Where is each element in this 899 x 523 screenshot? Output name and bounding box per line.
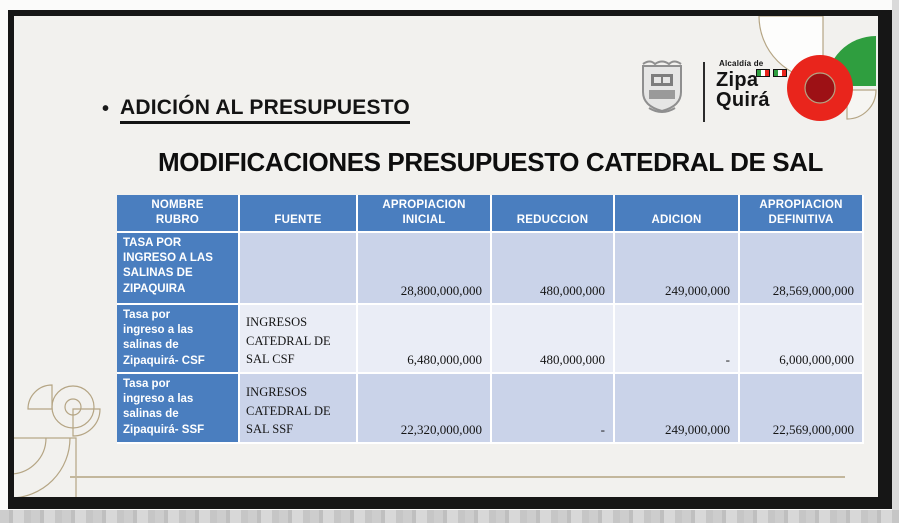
- city-crest-icon: [642, 60, 682, 113]
- column-header-reduccion: REDUCCION: [492, 195, 615, 233]
- logo-name-line1: Zipa: [716, 69, 759, 91]
- flag-icon: [756, 69, 787, 77]
- column-header-apropiacion-inicial: APROPIACION INICIAL: [358, 195, 492, 233]
- apropiacion-inicial-cell: 6,480,000,000: [358, 305, 492, 374]
- alcaldia-label: Alcaldía de: [719, 59, 764, 68]
- apropiacion-definitiva-cell: 28,569,000,000: [740, 233, 864, 305]
- adicion-cell: -: [615, 305, 740, 374]
- bullet-point: •: [102, 98, 110, 120]
- logo-divider: [703, 62, 705, 122]
- background-right-strip: [892, 0, 899, 523]
- slide-frame: • ADICIÓN AL PRESUPUESTO MODIFICACIONES …: [8, 10, 892, 509]
- column-header-apropiacion-definitiva: APROPIACION DEFINITIVA: [740, 195, 864, 233]
- row-name-cell: Tasa por ingreso a las salinas de Zipaqu…: [117, 374, 240, 444]
- reduccion-cell: 480,000,000: [492, 305, 615, 374]
- apropiacion-definitiva-cell: 22,569,000,000: [740, 374, 864, 444]
- reduccion-cell: 480,000,000: [492, 233, 615, 305]
- column-header-nombre-rubro: NOMBRE RUBRO: [117, 195, 240, 233]
- footer-divider-line: [70, 476, 845, 478]
- budget-table: NOMBRE RUBRO FUENTE APROPIACION INICIAL RE…: [117, 195, 864, 444]
- column-header-adicion: ADICION: [615, 195, 740, 233]
- row-name-cell: Tasa por ingreso a las salinas de Zipaqu…: [117, 305, 240, 374]
- apropiacion-inicial-cell: 22,320,000,000: [358, 374, 492, 444]
- corner-ornament-bottom-left-icon: [14, 384, 101, 497]
- adicion-cell: 249,000,000: [615, 233, 740, 305]
- table-title: MODIFICACIONES PRESUPUESTO CATEDRAL DE S…: [157, 147, 824, 177]
- background-bottom-strip: [0, 510, 899, 523]
- reduccion-cell: -: [492, 374, 615, 444]
- apropiacion-definitiva-cell: 6,000,000,000: [740, 305, 864, 374]
- row-name-cell: TASA POR INGRESO A LAS SALINAS DE ZIPAQU…: [117, 233, 240, 305]
- page-title: ADICIÓN AL PRESUPUESTO: [120, 96, 410, 124]
- logo-name-line2: Quirá: [716, 89, 770, 111]
- fuente-cell: [240, 233, 358, 305]
- column-header-fuente: FUENTE: [240, 195, 358, 233]
- presentation-slide: • ADICIÓN AL PRESUPUESTO MODIFICACIONES …: [14, 16, 878, 497]
- alcaldia-logo: Alcaldía de Zipa Quirá: [716, 60, 796, 110]
- adicion-cell: 249,000,000: [615, 374, 740, 444]
- fuente-cell: INGRESOS CATEDRAL DE SAL SSF: [240, 374, 358, 444]
- fuente-cell: INGRESOS CATEDRAL DE SAL CSF: [240, 305, 358, 374]
- corner-ornament-top-right-icon: [758, 16, 877, 121]
- apropiacion-inicial-cell: 28,800,000,000: [358, 233, 492, 305]
